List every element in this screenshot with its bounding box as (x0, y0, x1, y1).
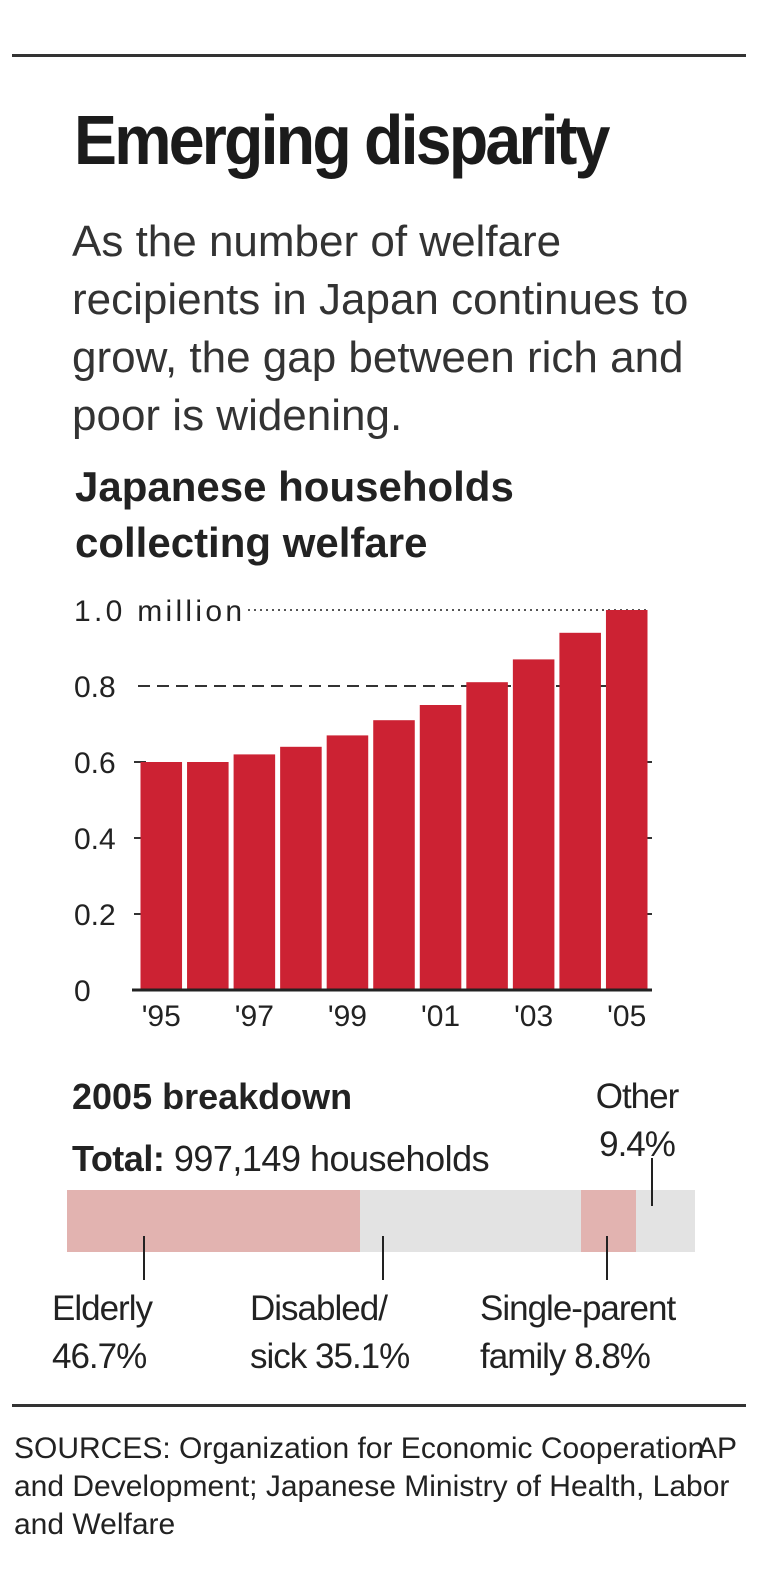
single-parent-name-line2: family (480, 1337, 566, 1376)
x-tick-label: '95 (142, 1000, 181, 1033)
x-tick-label: '01 (421, 1000, 460, 1033)
bar-2000 (373, 720, 415, 990)
x-tick-label: '05 (607, 1000, 646, 1033)
graphic-title: Emerging disparity (74, 101, 610, 179)
chart-title: Japanese households collecting welfare (75, 463, 514, 566)
elderly-percent: 46.7% (52, 1337, 147, 1376)
breakdown-segment-single-parent (580, 1190, 636, 1252)
y-tick-label: 0.2 (74, 899, 116, 932)
elderly-name: Elderly (52, 1289, 153, 1328)
x-tick-label: '97 (235, 1000, 274, 1033)
bar-1996 (187, 762, 229, 990)
other-name: Other (595, 1077, 680, 1116)
x-tick-label: '99 (328, 1000, 367, 1033)
disabled-name-line2: sick (250, 1337, 307, 1376)
breakdown-segment-disabled (360, 1190, 581, 1252)
disabled-name-line1: Disabled/ (250, 1289, 388, 1328)
y-tick-label: 1.0 million (74, 595, 242, 628)
y-tick-label: 0.8 (74, 671, 116, 704)
single-parent-percent: 8.8% (574, 1337, 651, 1376)
y-tick-label: 0.6 (74, 747, 116, 780)
bar-2005 (605, 610, 648, 990)
single-parent-leader-line (606, 1236, 608, 1280)
elderly-leader-line (143, 1236, 145, 1280)
disabled-label: Disabled/ sick 35.1% (250, 1285, 410, 1381)
bar-1995 (140, 762, 183, 990)
bottom-rule (12, 1404, 746, 1407)
bar-2001 (419, 705, 462, 990)
disabled-percent: 35.1% (315, 1337, 410, 1376)
breakdown-title: 2005 breakdown (72, 1076, 353, 1117)
sources-note: SOURCES: Organization for Economic Coope… (14, 1432, 730, 1541)
elderly-label: Elderly 46.7% (52, 1285, 153, 1381)
x-tick-label: '03 (514, 1000, 553, 1033)
bar-2003 (512, 659, 555, 990)
bar-2002 (466, 682, 508, 990)
other-percent: 9.4% (599, 1125, 676, 1164)
welfare-bar-chart: 0 0.2 0.4 0.6 0.8 1.0 million '95 '97 '99 '01 '03 '… (74, 595, 652, 1033)
bar-2004 (559, 632, 601, 990)
breakdown-segment-other (635, 1190, 695, 1252)
single-parent-label: Single-parent family 8.8% (480, 1285, 676, 1381)
other-leader-line (651, 1158, 653, 1206)
graphic-subtitle: As the number of welfare recipients in J… (72, 217, 689, 440)
bar-1998 (280, 746, 322, 990)
breakdown-segment-elderly (67, 1190, 361, 1252)
bar-1997 (233, 754, 276, 990)
breakdown-total-label: Total: (72, 1138, 165, 1179)
disabled-leader-line (382, 1236, 384, 1280)
single-parent-name-line1: Single-parent (480, 1289, 676, 1328)
top-rule (12, 54, 746, 57)
ap-credit: AP (697, 1432, 738, 1465)
y-tick-label: 0 (74, 975, 91, 1008)
y-tick-label: 0.4 (74, 823, 116, 856)
bar-1999 (326, 735, 369, 990)
other-label: Other 9.4% (584, 1073, 690, 1169)
breakdown-total: Total: 997,149 households (72, 1138, 490, 1180)
breakdown-total-value: 997,149 households (173, 1138, 490, 1179)
